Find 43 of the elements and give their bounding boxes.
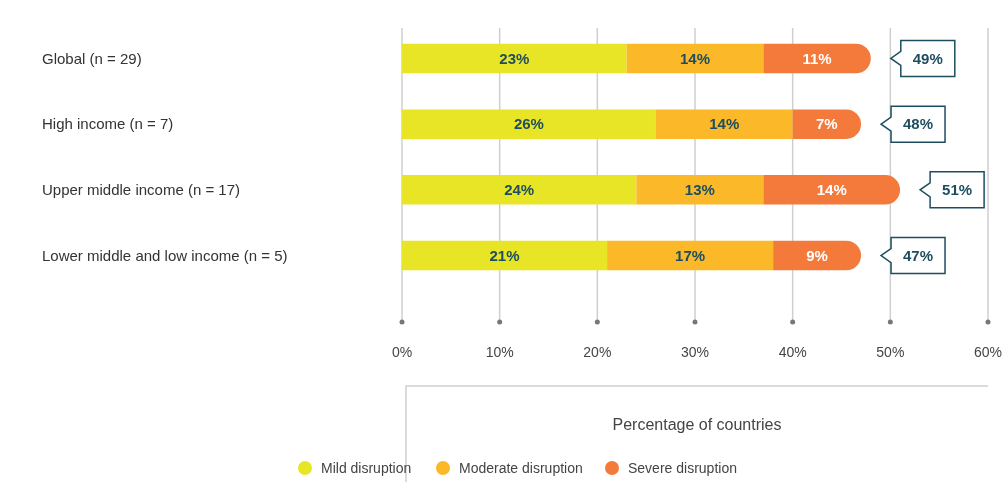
- data-label: 14%: [816, 181, 847, 199]
- bar: [763, 175, 901, 205]
- x-tick-label: 30%: [680, 343, 710, 360]
- x-tick-label: 20%: [583, 343, 612, 360]
- data-label: 26%: [513, 115, 544, 133]
- bar: [626, 43, 764, 74]
- data-label: 13%: [684, 181, 715, 199]
- y-tick-label: Upper middle income (n = 17): [42, 181, 241, 199]
- total-label: 47%: [903, 246, 934, 264]
- bar: [636, 175, 764, 205]
- bar: [402, 43, 627, 74]
- bar: [763, 43, 871, 74]
- data-label: 9%: [806, 246, 828, 264]
- y-tick-label: Global (n = 29): [42, 49, 142, 67]
- total-label: 49%: [912, 49, 943, 67]
- legend-label: Moderate disruption: [459, 459, 583, 476]
- total-label: 48%: [903, 115, 934, 133]
- bar: [792, 109, 861, 139]
- data-label: 24%: [504, 181, 535, 199]
- bar: [402, 175, 637, 205]
- data-label: 14%: [709, 115, 740, 133]
- y-tick-label: Lower middle and low income (n = 5): [42, 246, 288, 264]
- bar: [773, 240, 861, 271]
- x-axis-title: Percentage of countries: [612, 415, 782, 433]
- data-label: 23%: [499, 49, 530, 67]
- bar: [402, 240, 608, 271]
- x-tick-label: 60%: [973, 343, 1003, 360]
- bar: [607, 240, 774, 271]
- data-label: 21%: [489, 246, 520, 264]
- data-label: 7%: [816, 115, 838, 133]
- x-tick-label: 50%: [876, 343, 905, 360]
- data-label: 14%: [679, 49, 711, 67]
- bar: [402, 109, 656, 139]
- total-label: 51%: [942, 181, 973, 199]
- x-tick-label: 10%: [485, 343, 514, 360]
- legend-label: Severe disruption: [628, 459, 737, 476]
- x-tick-label: 0%: [391, 343, 413, 360]
- bar: [655, 109, 793, 139]
- x-tick-label: 40%: [778, 343, 807, 360]
- data-label: 17%: [675, 246, 706, 264]
- data-label: 11%: [802, 49, 832, 67]
- y-tick-label: High income (n = 7): [42, 115, 174, 133]
- legend-label: Mild disruption: [321, 459, 412, 476]
